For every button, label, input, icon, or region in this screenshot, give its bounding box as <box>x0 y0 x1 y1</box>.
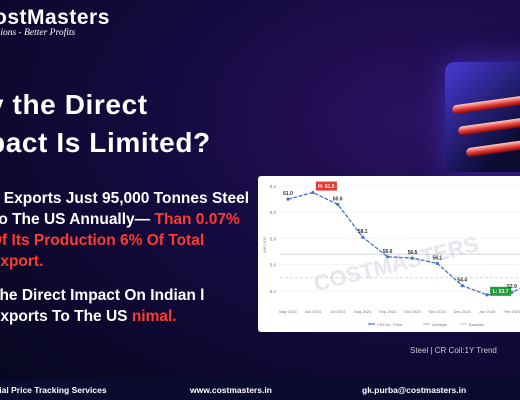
data-label: H: 61.5 <box>318 184 335 190</box>
y-tick-label: 5.8 <box>270 236 277 241</box>
data-point <box>336 202 340 206</box>
data-label: 61.0 <box>283 191 293 197</box>
x-tick-label: Jan 2025 <box>479 309 496 314</box>
y-tick-label: 5.4 <box>270 289 277 294</box>
body-p2-text: The Direct Impact On Indian l Exports To… <box>0 287 205 325</box>
data-label: L: 53.7 <box>493 289 509 295</box>
x-tick-label: Feb 2025 <box>504 309 520 314</box>
x-tick-label: Sep 2024 <box>379 309 397 314</box>
headline-line-1: y the Direct <box>0 89 148 120</box>
body-paragraph-2: The Direct Impact On Indian l Exports To… <box>0 285 250 327</box>
data-point <box>286 197 290 201</box>
data-label: 58.1 <box>358 229 368 235</box>
x-tick-label: Oct 2024 <box>404 309 421 314</box>
data-label: 56.1 <box>432 255 442 261</box>
x-tick-label: Aug 2024 <box>354 309 372 314</box>
x-tick-label: May 2024 <box>279 309 297 314</box>
footer-email-link[interactable]: gk.purba@costmasters.in <box>362 385 467 395</box>
data-point <box>485 293 489 297</box>
y-tick-label: 5.6 <box>270 263 277 268</box>
brand-name: ostMasters <box>0 6 110 29</box>
x-tick-label: Dec 2024 <box>454 309 472 314</box>
chart-card: COSTMASTERS 6.2 6.0 5.8 5.6 5.4 INR / KG May 20… <box>258 176 520 332</box>
footer-bar: rial Price Tracking Services www.costmas… <box>0 380 520 400</box>
headline-line-2: pact Is Limited? <box>0 127 211 158</box>
body-p2-highlight: nimal. <box>131 308 177 325</box>
data-point <box>385 255 390 259</box>
body-paragraph-1: n Exports Just 95,000 Tonnes Steel To Th… <box>0 188 250 272</box>
data-point <box>410 256 415 260</box>
legend-item: CRCoil - Price <box>377 322 403 327</box>
data-point <box>510 290 514 294</box>
data-label: 60.6 <box>333 196 343 202</box>
y-tick-label: 6.0 <box>270 210 277 215</box>
brand-tagline: isions - Better Profits <box>0 28 76 38</box>
data-label: 53.9 <box>507 284 517 290</box>
x-tick-label: Jun 2024 <box>305 309 322 314</box>
data-label: 56.6 <box>383 249 393 255</box>
line-chart: COSTMASTERS 6.2 6.0 5.8 5.6 5.4 INR / KG May 20… <box>262 181 520 327</box>
data-label-badge <box>490 286 512 296</box>
body-p1-text: n Exports Just 95,000 Tonnes Steel To Th… <box>0 190 249 228</box>
brand-logo: ostMasters isions - Better Profits <box>0 6 110 38</box>
legend-item: Average <box>432 322 448 327</box>
data-point <box>435 261 439 265</box>
legend-item: Baseline <box>469 322 485 327</box>
body-p1-highlight: Than 0.07% Of Its Production 6% Of Total… <box>0 211 240 270</box>
chart-watermark: COSTMASTERS <box>311 231 481 296</box>
x-tick-label: Jul 2024 <box>330 309 346 314</box>
data-label-badge <box>315 181 337 191</box>
chart-caption: Steel | CR Coil:1Y Trend <box>410 346 497 355</box>
y-tick-label: 6.2 <box>270 184 277 189</box>
headline: y the Direct pact Is Limited? <box>0 86 211 162</box>
footer-tagline: rial Price Tracking Services <box>0 385 107 395</box>
data-label: 54.4 <box>457 278 467 284</box>
footer-website-link[interactable]: www.costmasters.in <box>190 385 272 395</box>
data-point <box>311 190 315 195</box>
x-tick-label: Nov 2024 <box>429 309 447 314</box>
body-text: n Exports Just 95,000 Tonnes Steel To Th… <box>0 188 250 327</box>
data-point <box>361 235 365 239</box>
data-label: 56.5 <box>408 250 418 256</box>
hero-image-glow <box>445 62 520 172</box>
data-point <box>460 284 464 288</box>
y-axis-label: INR / KG <box>262 237 267 253</box>
